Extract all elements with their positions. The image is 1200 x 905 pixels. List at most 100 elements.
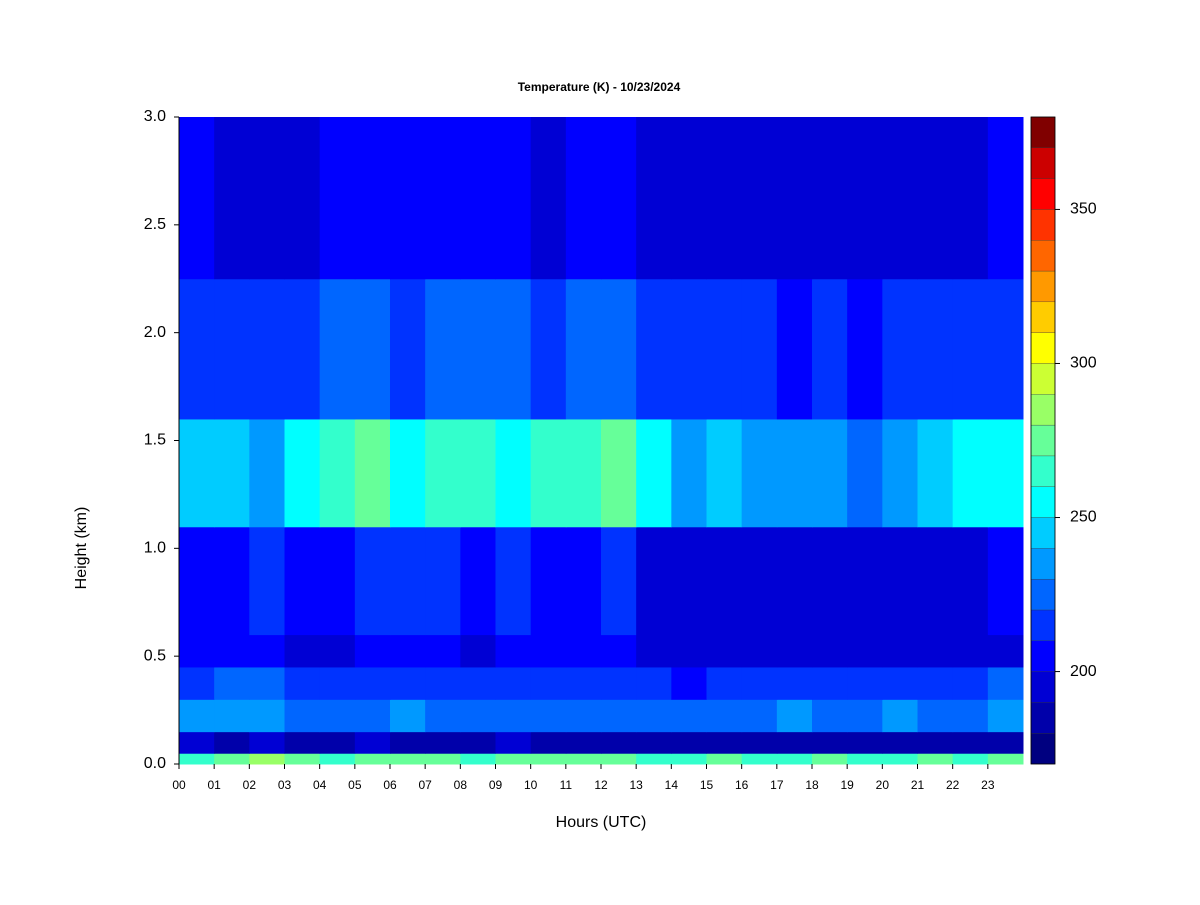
heatmap-cell <box>354 753 391 765</box>
heatmap-cell <box>812 117 848 280</box>
x-tick-label: 13 <box>629 778 643 792</box>
x-tick-label: 00 <box>172 778 186 792</box>
heatmap-cell <box>179 117 215 280</box>
heatmap-cell <box>917 117 954 280</box>
heatmap-cell <box>882 526 918 636</box>
heatmap-cell <box>249 634 285 668</box>
heatmap-cell <box>671 666 707 700</box>
heatmap-cell <box>425 278 461 420</box>
x-tick-label: 16 <box>735 778 749 792</box>
colorbar-cell <box>1030 332 1056 364</box>
heatmap-cell <box>671 634 707 668</box>
heatmap-cell <box>671 753 707 765</box>
heatmap-cell <box>214 731 250 754</box>
chart-title: Temperature (K) - 10/23/2024 <box>518 80 681 94</box>
y-tick-label: 1.5 <box>144 432 166 449</box>
heatmap-cell <box>354 731 391 754</box>
heatmap-cell <box>214 526 250 636</box>
heatmap-cell <box>214 117 250 280</box>
heatmap-cell <box>706 634 743 668</box>
heatmap-cell <box>319 731 356 754</box>
heatmap-cell <box>565 117 602 280</box>
heatmap-cell <box>601 753 637 765</box>
heatmap-cell <box>284 699 321 733</box>
heatmap-cell <box>565 753 602 765</box>
heatmap-cell <box>987 753 1024 765</box>
heatmap-cell <box>179 278 215 420</box>
heatmap-cell <box>952 753 989 765</box>
heatmap-cell <box>812 666 848 700</box>
heatmap-cell <box>847 418 883 528</box>
heatmap-cell <box>530 278 567 420</box>
heatmap-cell <box>425 117 461 280</box>
heatmap-cell <box>882 731 918 754</box>
heatmap-cell <box>741 634 778 668</box>
heatmap-cell <box>495 418 532 528</box>
heatmap-cell <box>952 117 989 280</box>
heatmap-cell <box>601 526 637 636</box>
heatmap-cell <box>249 418 285 528</box>
y-tick-label: 2.5 <box>144 216 166 233</box>
x-tick-label: 06 <box>383 778 397 792</box>
heatmap-cell <box>390 699 426 733</box>
heatmap-cell <box>319 526 356 636</box>
heatmap-cell <box>706 418 743 528</box>
y-tick-label: 2.0 <box>144 324 166 341</box>
heatmap-cell <box>776 731 813 754</box>
y-tick-label: 1.0 <box>144 540 166 557</box>
heatmap-cell <box>249 699 285 733</box>
heatmap-cell <box>179 418 215 528</box>
colorbar-cell <box>1030 578 1056 611</box>
heatmap-cell <box>812 278 848 420</box>
colorbar-cell <box>1030 640 1056 672</box>
colorbar-cell <box>1030 394 1056 426</box>
colorbar-cell <box>1030 147 1056 179</box>
heatmap-cell <box>249 117 285 280</box>
heatmap-cell <box>671 731 707 754</box>
heatmap-cell <box>636 418 672 528</box>
heatmap-cell <box>249 731 285 754</box>
x-tick-label: 11 <box>560 778 573 792</box>
heatmap-cell <box>601 418 637 528</box>
heatmap-cell <box>636 699 672 733</box>
heatmap-cell <box>741 699 778 733</box>
heatmap-cell <box>987 278 1024 420</box>
heatmap-cell <box>917 634 954 668</box>
heatmap-cell <box>530 418 567 528</box>
y-axis-label: Height (km) <box>73 507 90 590</box>
heatmap-cell <box>776 418 813 528</box>
heatmap-cell <box>319 753 356 765</box>
heatmap-cell <box>776 634 813 668</box>
heatmap-cell <box>179 634 215 668</box>
heatmap-cell <box>987 731 1024 754</box>
heatmap-cell <box>214 278 250 420</box>
heatmap-cell <box>776 753 813 765</box>
heatmap-cell <box>847 666 883 700</box>
heatmap-cell <box>319 418 356 528</box>
heatmap-cell <box>671 278 707 420</box>
heatmap-cell <box>882 278 918 420</box>
heatmap-cell <box>987 666 1024 700</box>
heatmap-cell <box>847 699 883 733</box>
heatmap-cell <box>530 753 567 765</box>
heatmap-cell <box>601 117 637 280</box>
heatmap-cell <box>636 634 672 668</box>
colorbar-cell <box>1030 733 1056 765</box>
heatmap-cell <box>952 666 989 700</box>
heatmap-cell <box>741 278 778 420</box>
colorbar-tick-label: 350 <box>1070 201 1097 218</box>
heatmap-cell <box>636 731 672 754</box>
colorbar-tick-label: 200 <box>1070 663 1097 680</box>
heatmap-cell <box>671 526 707 636</box>
heatmap-cell <box>706 699 743 733</box>
heatmap-cell <box>741 666 778 700</box>
heatmap-cell <box>917 699 954 733</box>
x-tick-label: 05 <box>348 778 362 792</box>
heatmap-cell <box>601 731 637 754</box>
heatmap-cell <box>390 418 426 528</box>
colorbar-cell <box>1030 301 1056 333</box>
heatmap-cell <box>179 731 215 754</box>
heatmap-cell <box>495 731 532 754</box>
heatmap-cell <box>565 634 602 668</box>
